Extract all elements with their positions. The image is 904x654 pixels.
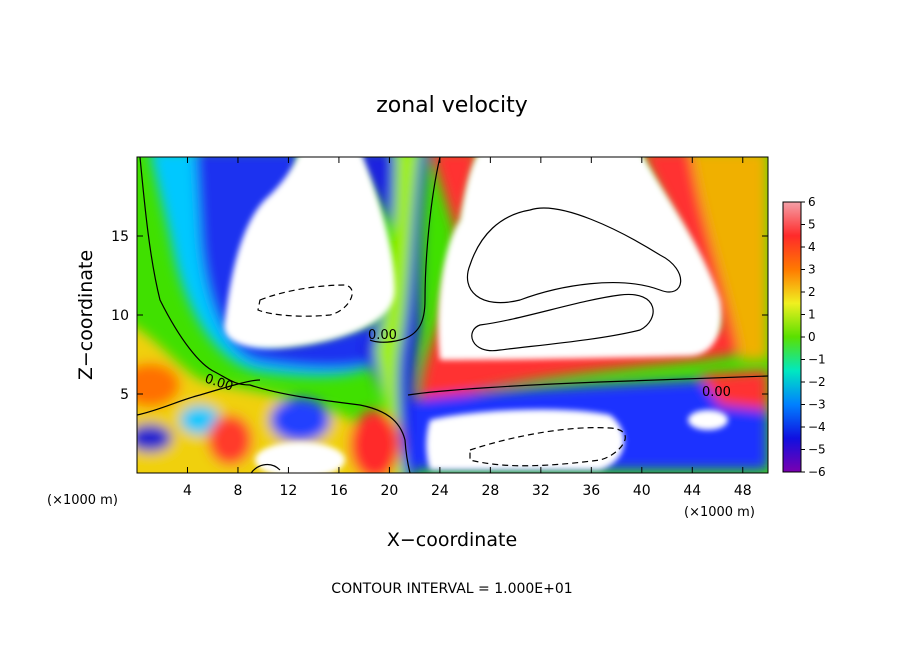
colorbar-tick-label: −6 (808, 465, 826, 479)
chart-title: zonal velocity (376, 93, 528, 118)
x-tick-label: 20 (380, 483, 398, 499)
blue-patch-lower-left-2 (180, 406, 220, 434)
warm-patch-left-margin (137, 363, 180, 407)
colorbar-tick-label: −3 (808, 398, 826, 412)
y-tick-label: 5 (120, 387, 129, 403)
contour-label: 0.00 (702, 385, 731, 400)
colorbar-tick-label: 4 (808, 240, 816, 254)
colorbar-tick-label: −2 (808, 375, 826, 389)
warm-region-left (137, 328, 400, 473)
x-axis-title: X−coordinate (387, 529, 517, 551)
x-axis-unit: (×1000 m) (684, 505, 755, 520)
contour-interval-note: CONTOUR INTERVAL = 1.000E+01 (331, 581, 572, 597)
x-tick-label: 4 (183, 483, 192, 499)
x-tick-label: 8 (233, 483, 242, 499)
x-tick-label: 44 (683, 483, 701, 499)
x-tick-label: 36 (582, 483, 600, 499)
warm-column-right (691, 157, 768, 360)
x-tick-label: 16 (330, 483, 348, 499)
x-tick-label: 48 (734, 483, 752, 499)
contour-lines (137, 157, 768, 473)
colorbar-swatch (782, 201, 802, 473)
out-of-range-right (438, 157, 722, 360)
colorbar-tick-label: 6 (808, 195, 816, 209)
velocity-field (137, 157, 768, 473)
out-of-range-lower (426, 409, 624, 470)
x-tick-label: 28 (481, 483, 499, 499)
colorbar-tick-label: −1 (808, 353, 826, 367)
blue-patch-lower-left (137, 424, 172, 452)
warm-patch-lower-right (700, 370, 768, 410)
colorbar-tick-label: −5 (808, 443, 826, 457)
colorbar-tick-label: 3 (808, 263, 816, 277)
y-axis-title: Z−coordinate (75, 250, 97, 380)
y-tick-label: 15 (111, 229, 129, 245)
colorbar: 6 5 4 3 2 1 0 −1 −2 −3 −4 −5 −6 (782, 195, 826, 479)
colorbar-tick-label: 2 (808, 285, 816, 299)
x-tick-label: 40 (633, 483, 651, 499)
colorbar-tick-label: 5 (808, 218, 816, 232)
green-channel-center (375, 157, 420, 473)
y-tick-label: 10 (111, 308, 129, 324)
z-axis-unit: (×1000 m) (47, 493, 118, 508)
colorbar-tick-label: 0 (808, 330, 816, 344)
out-of-range-bottom-left (255, 442, 345, 473)
x-tick-label: 32 (532, 483, 550, 499)
x-axis: 4 8 12 16 20 24 28 32 36 40 44 48 (183, 157, 752, 499)
out-of-range-left (224, 157, 395, 349)
contour-label: 0.00 (368, 328, 397, 343)
colorbar-tick-label: −4 (808, 420, 826, 434)
warm-patch-bottom (350, 410, 400, 473)
colorbar-tick-label: 1 (808, 308, 816, 322)
warm-patch-bottom-left (208, 415, 252, 465)
out-of-range-right-small (688, 410, 728, 430)
blue-patch-mid-left (270, 398, 330, 442)
x-tick-label: 24 (431, 483, 449, 499)
y-axis: 5 10 15 (111, 229, 768, 403)
x-tick-label: 12 (280, 483, 298, 499)
